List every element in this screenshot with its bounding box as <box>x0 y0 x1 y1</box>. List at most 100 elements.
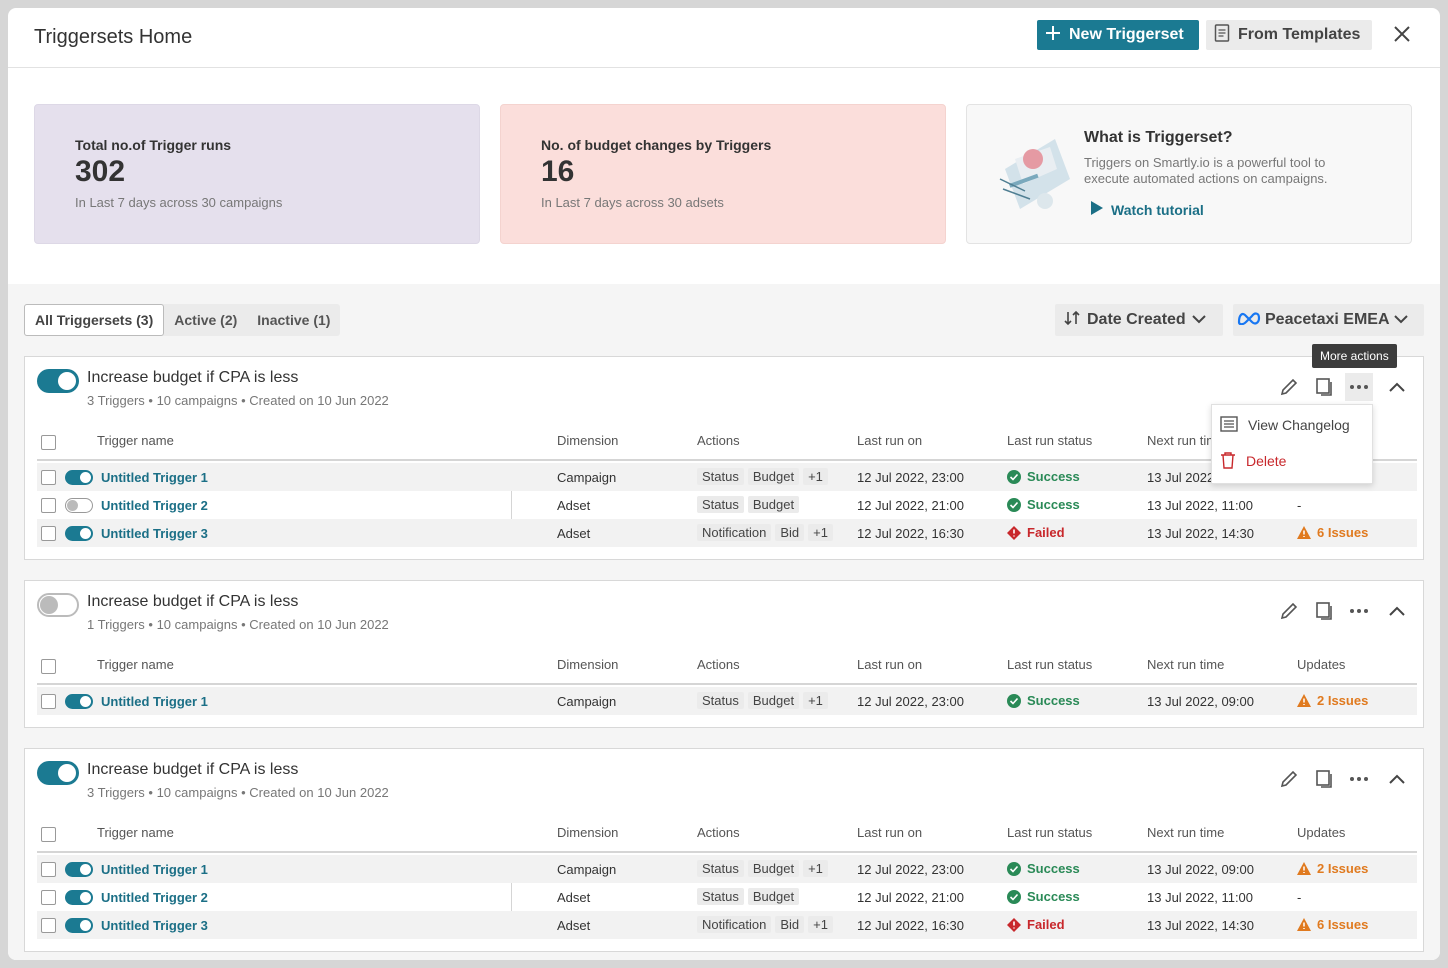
collapse-button[interactable] <box>1383 373 1411 401</box>
row-checkbox[interactable] <box>41 918 56 933</box>
issues-label: 6 Issues <box>1317 525 1369 540</box>
more-actions-button[interactable] <box>1345 373 1373 401</box>
action-chip: Status <box>697 888 744 905</box>
next-run-cell: 13 Jul 2022, 14:30 <box>1147 526 1254 541</box>
last-run-cell: 12 Jul 2022, 23:00 <box>857 470 964 485</box>
edit-button[interactable] <box>1275 373 1303 401</box>
trigger-name-link[interactable]: Untitled Trigger 1 <box>101 862 208 877</box>
duplicate-button[interactable] <box>1311 597 1339 625</box>
triggerset-toggle[interactable] <box>37 761 79 785</box>
trigger-name-link[interactable]: Untitled Trigger 3 <box>101 918 208 933</box>
delete-menu-item[interactable]: Delete <box>1220 447 1286 475</box>
dimension-cell: Adset <box>557 918 591 933</box>
column-divider <box>511 463 512 547</box>
action-chip: Budget <box>747 468 800 485</box>
trigger-name-link[interactable]: Untitled Trigger 3 <box>101 526 208 541</box>
document-icon <box>1214 23 1230 47</box>
actions-cell: Status Budget <box>697 496 803 513</box>
trigger-name-link[interactable]: Untitled Trigger 2 <box>101 498 208 513</box>
triggerset-toggle[interactable] <box>37 369 79 393</box>
view-changelog-menu-item[interactable]: View Changelog <box>1220 411 1350 439</box>
next-run-cell: 13 Jul 2022, 14:30 <box>1147 918 1254 933</box>
issues-link[interactable]: 6 Issues <box>1297 917 1368 932</box>
trigger-name-link[interactable]: Untitled Trigger 1 <box>101 694 208 709</box>
view-changelog-label: View Changelog <box>1248 417 1350 433</box>
dimension-cell: Adset <box>557 498 591 513</box>
issues-link[interactable]: 2 Issues <box>1297 861 1368 876</box>
updates-cell: - <box>1297 890 1302 905</box>
action-chip: Status <box>697 860 744 877</box>
status-label: Success <box>1027 497 1080 512</box>
table-row: Untitled Trigger 1 Campaign Status Budget +1… <box>37 687 1417 715</box>
column-divider <box>511 855 512 939</box>
pencil-icon <box>1279 377 1299 397</box>
trigger-toggle[interactable] <box>65 470 93 485</box>
warning-icon <box>1297 918 1311 931</box>
select-all-checkbox[interactable] <box>41 827 56 842</box>
edit-button[interactable] <box>1275 597 1303 625</box>
dimension-cell: Adset <box>557 526 591 541</box>
play-icon <box>1091 201 1103 218</box>
more-actions-chip: +1 <box>803 468 828 485</box>
collapse-button[interactable] <box>1383 597 1411 625</box>
delete-label: Delete <box>1246 453 1287 469</box>
select-all-checkbox[interactable] <box>41 435 56 450</box>
new-triggerset-button[interactable]: New Triggerset <box>1037 20 1199 50</box>
watch-tutorial-link[interactable]: Watch tutorial <box>1091 201 1204 218</box>
status-label: Failed <box>1027 917 1065 932</box>
action-chip: Status <box>697 692 744 709</box>
stat-value: 16 <box>541 155 575 188</box>
triggerset-name: Increase budget if CPA is less <box>87 369 299 386</box>
row-checkbox[interactable] <box>41 498 56 513</box>
account-dropdown[interactable]: Peacetaxi EMEA <box>1233 304 1424 336</box>
trigger-name-link[interactable]: Untitled Trigger 2 <box>101 890 208 905</box>
from-templates-button[interactable]: From Templates <box>1206 20 1372 50</box>
column-header: Trigger name <box>97 433 174 448</box>
success-check-icon <box>1007 889 1021 904</box>
row-checkbox[interactable] <box>41 526 56 541</box>
column-header: Actions <box>697 825 740 840</box>
column-header: Dimension <box>557 825 619 840</box>
triggerset-toggle[interactable] <box>37 593 79 617</box>
trigger-toggle[interactable] <box>65 526 93 541</box>
next-run-cell: 13 Jul 2022, 09:00 <box>1147 694 1254 709</box>
warning-icon <box>1297 694 1311 707</box>
trigger-toggle[interactable] <box>65 918 93 933</box>
collapse-button[interactable] <box>1383 765 1411 793</box>
select-all-checkbox[interactable] <box>41 659 56 674</box>
tab-all[interactable]: All Triggersets (3) <box>24 304 165 336</box>
stat-sub: In Last 7 days across 30 campaigns <box>75 195 283 210</box>
duplicate-button[interactable] <box>1311 373 1339 401</box>
duplicate-button[interactable] <box>1311 765 1339 793</box>
sort-dropdown[interactable]: Date Created <box>1055 304 1223 336</box>
triggerset-card: Increase budget if CPA is less 3 Triggers… <box>24 356 1424 560</box>
issues-link[interactable]: 6 Issues <box>1297 525 1368 540</box>
close-icon[interactable] <box>1392 24 1412 44</box>
row-checkbox[interactable] <box>41 862 56 877</box>
trigger-toggle[interactable] <box>65 890 93 905</box>
column-header: Last run status <box>1007 657 1093 672</box>
row-checkbox[interactable] <box>41 694 56 709</box>
more-actions-button[interactable] <box>1345 765 1373 793</box>
tab-inactive[interactable]: Inactive (1) <box>257 312 331 328</box>
trigger-name-link[interactable]: Untitled Trigger 1 <box>101 470 208 485</box>
tab-active[interactable]: Active (2) <box>174 312 238 328</box>
row-checkbox[interactable] <box>41 470 56 485</box>
issues-link[interactable]: 2 Issues <box>1297 693 1368 708</box>
status-badge: Success <box>1007 497 1080 512</box>
row-checkbox[interactable] <box>41 890 56 905</box>
edit-button[interactable] <box>1275 765 1303 793</box>
action-chip: Status <box>697 496 744 513</box>
trigger-toggle[interactable] <box>65 862 93 877</box>
column-header: Last run on <box>857 825 923 840</box>
warning-icon <box>1297 526 1311 539</box>
action-chip: Notification <box>697 524 772 541</box>
more-dots-icon <box>1349 608 1369 614</box>
trigger-toggle[interactable] <box>65 694 93 709</box>
more-actions-chip: +1 <box>808 916 833 933</box>
trigger-runs-card: Total no.of Trigger runs 302 In Last 7 d… <box>34 104 480 244</box>
trigger-toggle[interactable] <box>65 498 93 513</box>
column-header: Last run on <box>857 433 923 448</box>
more-actions-button[interactable] <box>1345 597 1373 625</box>
plus-icon <box>1045 25 1061 46</box>
